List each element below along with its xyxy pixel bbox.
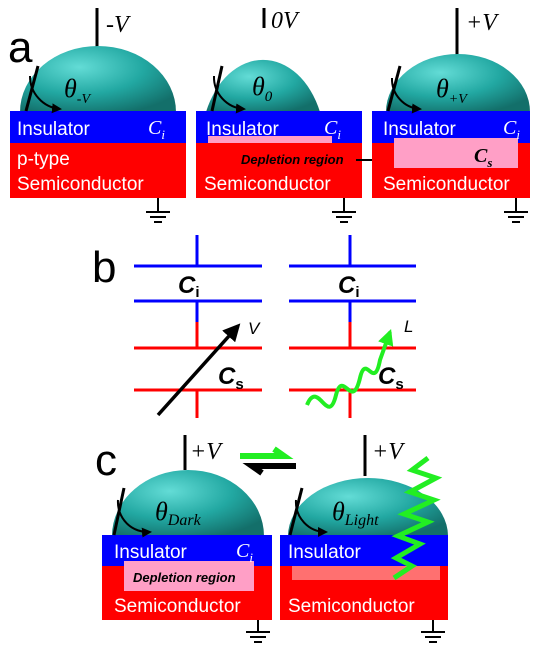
- semiconductor-label: Semiconductor: [288, 596, 415, 617]
- insulator-layer: [372, 111, 530, 143]
- droplet: [386, 54, 530, 112]
- droplet: [112, 470, 264, 536]
- panel-b-label: b: [92, 243, 116, 292]
- tangent-line: [288, 487, 304, 536]
- insulator-label: Insulator: [114, 542, 188, 563]
- insulator-layer: [280, 535, 448, 566]
- angle-arc: [390, 77, 422, 114]
- semiconductor-label: Semiconductor: [204, 174, 331, 195]
- contact-angle-label: θDark: [155, 497, 202, 529]
- cs-label: Cs: [218, 363, 244, 393]
- droplet: [206, 59, 320, 112]
- equilibrium-arrows: [240, 446, 296, 476]
- insulator-layer: [102, 535, 272, 566]
- voltage-label: +V: [190, 439, 223, 465]
- reverse-arrow: [242, 463, 296, 476]
- insulator-label: Insulator: [17, 119, 91, 140]
- insulator-layer: [10, 111, 186, 143]
- panel-c-label: c: [95, 436, 117, 485]
- semiconductor-label: Semiconductor: [17, 174, 144, 195]
- semiconductor-layer: [10, 143, 186, 198]
- circuit-right: Ci Cs L: [289, 235, 416, 418]
- depletion-region-label: Depletion region: [133, 570, 236, 585]
- arrow-label-v: V: [248, 319, 261, 338]
- depletion-region: [124, 561, 254, 591]
- voltage-label: +V: [466, 10, 499, 36]
- contact-angle-label: θ+V: [436, 74, 468, 107]
- droplet: [20, 46, 176, 112]
- arrow-label-l: L: [404, 317, 413, 336]
- ground-symbol: [421, 620, 445, 643]
- contact-angle-label: θ0: [252, 72, 273, 105]
- ground-symbol: [504, 198, 528, 223]
- variable-arrow: [156, 323, 241, 417]
- semiconductor-label: Semiconductor: [383, 174, 510, 195]
- contact-angle-label: θLight: [332, 497, 379, 529]
- circuit-left: Ci Cs V: [134, 235, 262, 418]
- voltage-label: -V: [106, 12, 131, 38]
- ci-label: Ci: [338, 272, 360, 301]
- p-type-label: p-type: [17, 149, 70, 170]
- cs-label: Cs: [474, 145, 492, 170]
- depletion-region-label: Depletion region: [241, 152, 344, 167]
- angle-arc: [28, 75, 62, 114]
- contact-angle-label: θ-V: [64, 74, 91, 107]
- angle-arc: [212, 75, 246, 114]
- ci-label: Ci: [324, 117, 341, 142]
- ci-label: Ci: [503, 117, 520, 142]
- ground-symbol: [332, 198, 356, 223]
- ci-label: Ci: [178, 272, 200, 301]
- insulator-label: Insulator: [288, 542, 362, 563]
- cs-label: Cs: [378, 363, 404, 393]
- angle-arc: [116, 499, 152, 538]
- insulator-label: Insulator: [383, 119, 457, 140]
- ci-label: Ci: [236, 540, 253, 565]
- forward-arrow: [240, 446, 294, 459]
- light-wave-arrow: [305, 328, 394, 409]
- depletion-region-thin: [292, 566, 440, 580]
- light-wave: [390, 456, 443, 581]
- semiconductor-layer: [196, 143, 362, 198]
- depletion-region-thin: [208, 136, 332, 143]
- ground-symbol: [246, 620, 270, 643]
- device-a1: θ-V -V Insulator Ci p-type Semiconductor: [10, 8, 186, 223]
- semiconductor-label: Semiconductor: [114, 596, 241, 617]
- ground-symbol: [146, 198, 170, 223]
- voltage-label: +V: [372, 439, 405, 465]
- insulator-label: Insulator: [206, 119, 280, 140]
- voltage-label: 0V: [271, 8, 300, 34]
- angle-arc: [294, 499, 328, 538]
- device-a3: θ+V +V Insulator Ci Cs Semiconductor: [372, 8, 530, 223]
- ci-label: Ci: [148, 117, 165, 142]
- depletion-region: [394, 138, 518, 168]
- device-a2: θ0 0V Insulator Ci Depletion region Semi…: [196, 8, 414, 223]
- panel-a-label: a: [8, 23, 33, 72]
- device-c1: θDark +V Insulator Ci Depletion region S…: [102, 435, 272, 643]
- device-c2: θLight +V Insulator Semiconductor: [280, 435, 448, 643]
